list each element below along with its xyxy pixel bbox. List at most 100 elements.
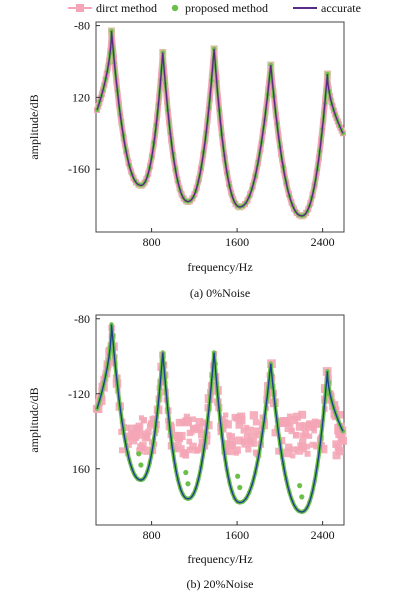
direct-marker [304, 450, 311, 457]
direct-marker [186, 438, 193, 445]
direct-marker [126, 442, 132, 448]
accurate-line-a [96, 30, 344, 217]
x-tick-label: 800 [143, 528, 161, 542]
direct-marker [241, 439, 250, 448]
plot-frame-a [95, 21, 345, 233]
direct-marker [335, 446, 344, 456]
accurate-line-b [96, 324, 344, 513]
direct-marker [143, 433, 151, 440]
ticks-a: 800 1600 2400 -80 120 -160 [68, 19, 335, 249]
direct-marker [190, 424, 198, 433]
direct-marker [332, 451, 341, 460]
direct-marker [189, 442, 197, 451]
direct-marker [301, 430, 310, 438]
legend-label-direct: dirct method [96, 1, 157, 15]
direct-marker [300, 422, 309, 431]
legend-marker-square [76, 4, 84, 12]
direct-marker [139, 441, 147, 450]
direct-marker [190, 416, 197, 422]
direct-marker [221, 440, 230, 449]
lines-b [92, 322, 348, 515]
panel-a: 800 1600 2400 -80 120 -160 frequency/Hz ampli… [27, 19, 346, 300]
direct-marker [177, 431, 186, 441]
proposed-marker [136, 451, 142, 457]
legend-item-accurate: accurate [293, 1, 361, 15]
proposed-marker [325, 369, 330, 374]
direct-marker [226, 447, 234, 456]
direct-marker [135, 422, 144, 431]
direct-marker [123, 435, 131, 442]
direct-marker [249, 411, 259, 420]
y-axis-label-a: amplitude/dB [27, 94, 41, 159]
direct-marker [179, 445, 185, 451]
direct-marker [299, 439, 307, 447]
direct-marker [183, 413, 191, 420]
direct-marker [233, 446, 241, 454]
series-accurate-a [96, 30, 344, 217]
series-direct-b [92, 324, 348, 460]
y-tick-label: -120 [68, 387, 90, 401]
direct-marker [151, 415, 158, 422]
direct-marker [198, 429, 207, 439]
direct-marker [169, 427, 176, 433]
direct-marker [253, 427, 261, 435]
proposed-marker [325, 71, 330, 77]
proposed-marker [185, 481, 191, 487]
direct-marker [304, 443, 310, 450]
direct-marker [134, 430, 143, 439]
direct-marker [199, 419, 207, 426]
direct-marker [174, 438, 182, 446]
proposed-marker [94, 107, 100, 113]
direct-marker [306, 433, 313, 439]
direct-marker [243, 433, 251, 441]
direct-marker [248, 440, 254, 447]
direct-marker [271, 428, 279, 437]
direct-marker [194, 424, 204, 434]
y-axis-label-b: amplitudc/dB [27, 387, 41, 452]
y-tick-label: 160 [72, 462, 90, 476]
caption-b: (b) 20%Noise [187, 577, 254, 591]
series-accurate-b [96, 324, 344, 513]
direct-marker [195, 417, 204, 426]
direct-marker [338, 436, 348, 445]
direct-marker [252, 419, 260, 426]
legend-marker-circle [171, 4, 179, 12]
direct-marker [143, 446, 152, 455]
direct-marker [123, 424, 131, 431]
panel-b: 800 1600 2400 -80 -120 160 frequency/Hz ampli… [27, 312, 348, 591]
proposed-marker [323, 391, 329, 397]
x-axis-label-b: frequency/Hz [187, 552, 252, 566]
direct-marker [293, 412, 302, 421]
direct-marker [174, 446, 181, 453]
direct-marker [223, 412, 229, 418]
y-tick-label: -80 [74, 19, 90, 33]
direct-marker [240, 428, 247, 434]
direct-marker [230, 441, 236, 447]
direct-marker [136, 447, 144, 455]
caption-a: (a) 0%Noise [190, 286, 250, 300]
x-tick-label: 2400 [311, 235, 335, 249]
legend-label-proposed: proposed method [185, 1, 268, 15]
direct-marker [119, 447, 125, 454]
direct-marker [237, 412, 246, 421]
y-tick-label: -80 [74, 312, 90, 326]
legend-item-direct: dirct method [68, 1, 157, 15]
proposed-marker [138, 462, 144, 468]
lines-a [94, 27, 346, 220]
proposed-marker [183, 469, 189, 476]
direct-marker [283, 448, 292, 458]
proposed-marker [297, 483, 303, 489]
direct-marker [295, 446, 304, 455]
direct-marker [290, 453, 296, 459]
direct-marker [288, 427, 295, 435]
direct-marker [141, 418, 147, 424]
x-tick-label: 800 [143, 235, 161, 249]
direct-marker [311, 427, 317, 434]
direct-marker [248, 433, 257, 443]
proposed-marker [237, 484, 243, 491]
y-tick-label: -160 [68, 162, 90, 176]
direct-marker [252, 441, 258, 447]
direct-marker [286, 413, 293, 420]
direct-marker [315, 419, 323, 428]
